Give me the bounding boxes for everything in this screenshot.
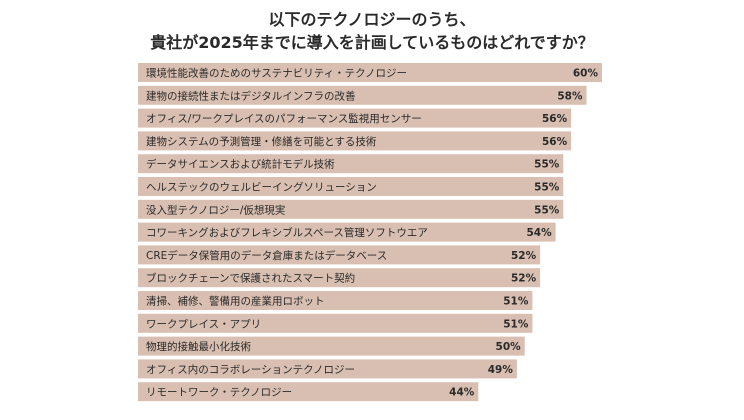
value-label-1: 60% [573,68,599,80]
bar-9 [138,245,541,265]
value-label-12: 51% [503,318,529,330]
category-label-15: リモートワーク・テクノロジー [146,387,292,399]
bar-6 [138,177,564,196]
value-label-11: 51% [503,296,529,308]
bar-3 [138,108,572,128]
category-label-11: 清掃、補修、警備用の産業用ロボット [146,295,325,308]
bar-11 [138,291,533,310]
category-label-1: 環境性能改善のためのサステナビリティ・テクノロジー [146,67,407,80]
category-label-5: データサイエンスおよび統計モデル技術 [146,158,335,171]
bar-14 [138,359,517,379]
value-label-3: 56% [542,113,568,125]
value-label-9: 52% [511,250,537,262]
bar-1 [138,63,602,82]
value-label-13: 50% [496,341,522,353]
value-label-4: 56% [542,136,568,148]
value-label-8: 54% [526,227,552,239]
bar-15 [138,382,479,402]
bar-8 [138,222,556,242]
bar-10 [138,268,541,288]
value-label-7: 55% [534,204,560,216]
category-label-7: 没入型テクノロジー/仮想現実 [146,203,286,216]
chart-title-line-1: 以下のテクノロジーのうち、 [268,10,476,29]
category-label-3: オフィス/ワークプレイスのパフォーマンス監視用センサー [146,112,422,125]
category-label-13: 物理的接触最小化技術 [146,340,251,353]
category-label-14: オフィス内のコラボレーションテクノロジー [146,363,355,376]
category-label-12: ワークプレイス・アプリ [146,318,261,330]
value-label-15: 44% [449,387,475,399]
category-label-9: CREデータ保管用のデータ倉庫またはデータベース [146,249,387,262]
category-label-8: コワーキングおよびフレキシブルスペース管理ソフトウエア [146,226,428,239]
category-label-2: 建物の接続性またはデジタルインフラの改善 [146,89,355,102]
bar-4 [138,131,572,151]
value-label-5: 55% [534,159,560,171]
bar-12 [138,313,533,333]
bar-13 [138,336,525,356]
bar-2 [138,85,587,105]
bar-5 [138,154,564,174]
chart-title-line-2: 貴社が2025年までに導入を計画しているものはどれですか？ [150,33,594,52]
category-label-6: ヘルステックのウェルビーイングソリューション [146,181,377,194]
category-label-4: 建物システムの予測管理・修繕を可能とする技術 [146,135,377,148]
bar-7 [138,199,564,219]
value-label-6: 55% [534,182,560,194]
value-label-10: 52% [511,273,537,285]
value-label-14: 49% [488,364,514,376]
value-label-2: 58% [557,90,583,102]
category-label-10: ブロックチェーンで保護されたスマート契約 [146,272,355,285]
